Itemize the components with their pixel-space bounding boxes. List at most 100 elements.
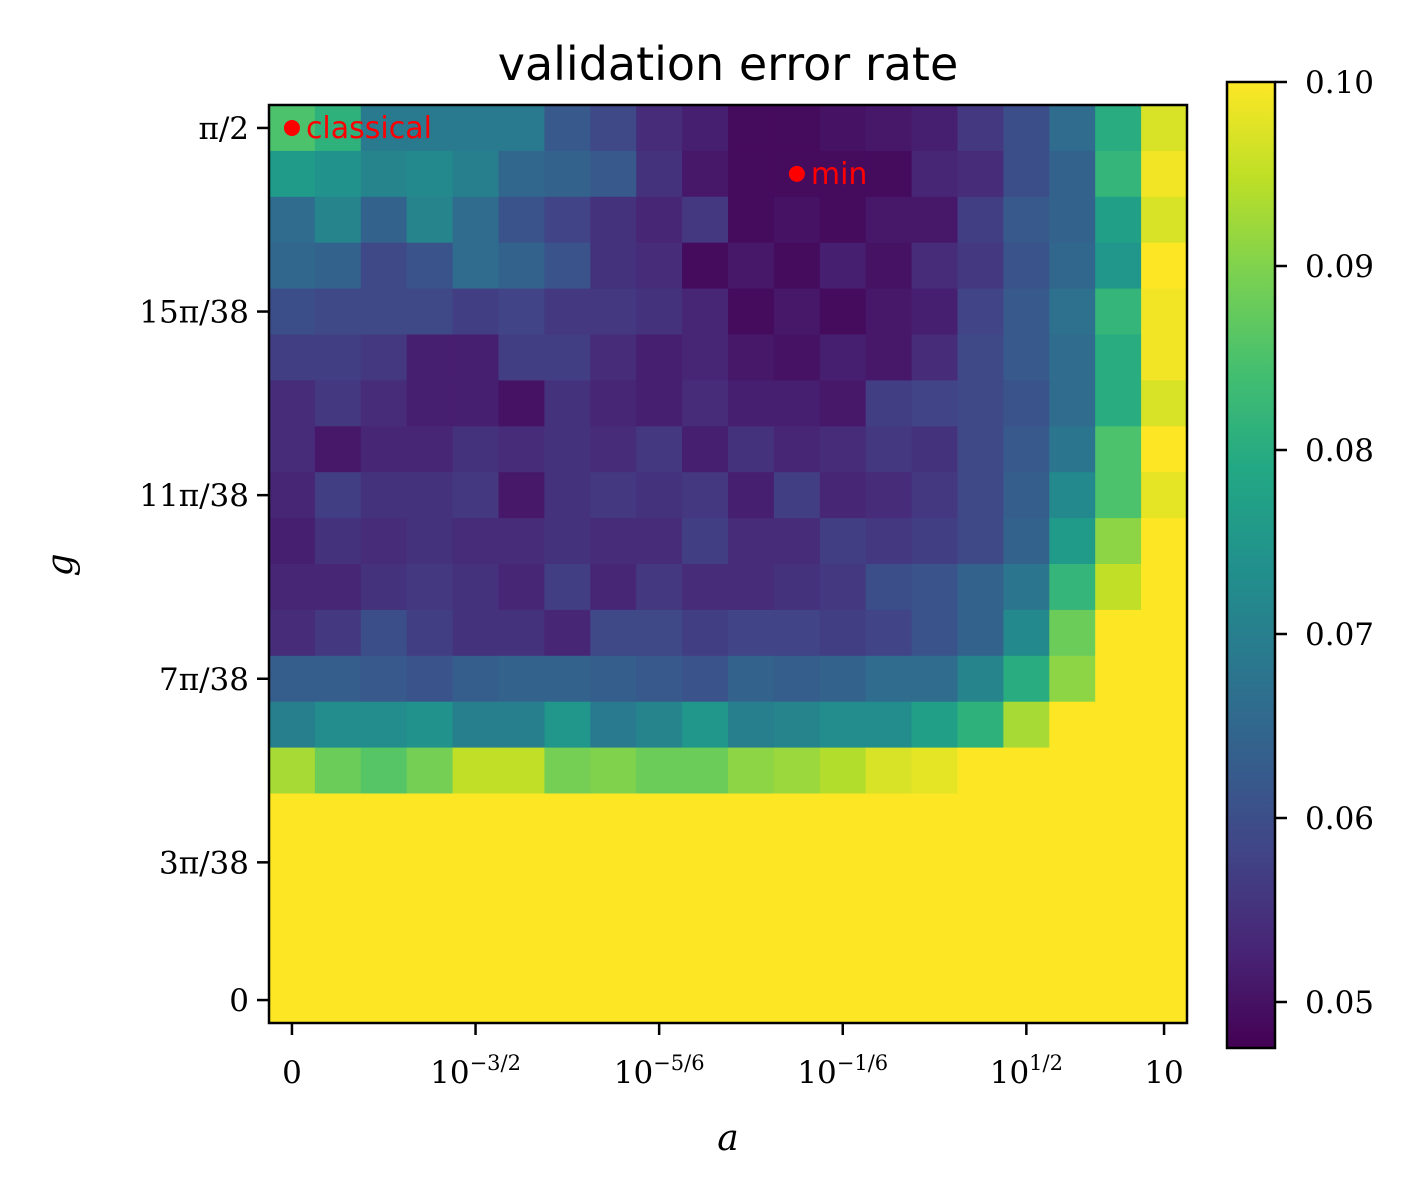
heatmap-cell (498, 564, 545, 611)
heatmap-cell (957, 564, 1004, 611)
heatmap-cell (728, 426, 775, 473)
heatmap-cell (865, 564, 913, 611)
heatmap-cell (728, 150, 775, 198)
heatmap-cell (452, 288, 500, 336)
heatmap-cell (1049, 747, 1096, 795)
heatmap-cell (819, 931, 867, 978)
heatmap-cell (498, 288, 545, 336)
heatmap-cell (590, 931, 637, 978)
heatmap-cell (1141, 426, 1188, 473)
heatmap-cell (269, 518, 316, 565)
heatmap-cell (498, 242, 545, 290)
heatmap-cell (360, 426, 408, 473)
heatmap-cell (911, 931, 959, 978)
heatmap-cell (865, 655, 913, 703)
heatmap-cell (728, 196, 775, 244)
heatmap-cell (636, 655, 683, 703)
heatmap-cell (406, 701, 454, 749)
heatmap-cell (269, 426, 316, 473)
heatmap-cell (406, 380, 454, 427)
heatmap-cell (773, 334, 821, 381)
y-axis-ticks: π/2 15π/38 11π/38 7π/38 3π/38 0 (139, 111, 269, 1019)
heatmap-cell (498, 380, 545, 427)
heatmap-cell (911, 196, 959, 244)
heatmap-cell (590, 242, 637, 290)
heatmap-cell (1095, 105, 1142, 152)
colorbar-ticks: 0.05 0.06 0.07 0.08 0.09 0.10 (1275, 65, 1374, 1021)
heatmap-cell (498, 518, 545, 565)
heatmap-cell (636, 196, 683, 244)
heatmap-cell (406, 747, 454, 795)
chart-title: validation error rate (498, 37, 959, 91)
heatmap-cell (360, 977, 408, 1024)
x-tick-label: 0 (282, 1055, 302, 1091)
heatmap-cell (682, 288, 729, 336)
heatmap-cell (1095, 426, 1142, 473)
heatmap-cell (406, 518, 454, 565)
heatmap-cell (269, 609, 316, 657)
heatmap-cell (819, 334, 867, 381)
heatmap-cell (360, 380, 408, 427)
heatmap-cell (728, 977, 775, 1024)
heatmap-cell (911, 609, 959, 657)
heatmap-cell (636, 931, 683, 978)
heatmap-cell (1141, 701, 1188, 749)
heatmap-cell (406, 472, 454, 519)
heatmap-cell (1141, 334, 1188, 381)
heatmap-cell (544, 150, 591, 198)
heatmap-cell (773, 472, 821, 519)
heatmap-cell (682, 701, 729, 749)
heatmap-cell (452, 564, 500, 611)
heatmap-cell (728, 701, 775, 749)
heatmap-cell (865, 242, 913, 290)
heatmap-cell (957, 150, 1004, 198)
heatmap-cell (1095, 334, 1142, 381)
heatmap-cell (865, 196, 913, 244)
heatmap-cell (314, 609, 362, 657)
heatmap-cell (1141, 931, 1188, 978)
heatmap-cell (682, 655, 729, 703)
heatmap-cell (452, 196, 500, 244)
heatmap-cell (1049, 977, 1096, 1024)
heatmap-cell (957, 655, 1004, 703)
heatmap-cell (682, 472, 729, 519)
heatmap-cell (1049, 426, 1096, 473)
heatmap-cell (1095, 150, 1142, 198)
heatmap-cell (269, 196, 316, 244)
heatmap-cell (1095, 564, 1142, 611)
x-tick-label: 10−3/2 (430, 1051, 521, 1091)
y-tick-label: 3π/38 (159, 845, 249, 881)
heatmap-cell (590, 105, 637, 152)
heatmap-cell (728, 885, 775, 932)
heatmap-cell (911, 839, 959, 886)
heatmap-cell (590, 839, 637, 886)
heatmap-cell (682, 105, 729, 152)
heatmap-cell (636, 609, 683, 657)
heatmap-cell (728, 518, 775, 565)
heatmap-cell (498, 931, 545, 978)
heatmap-cell (682, 609, 729, 657)
colorbar-tick-label: 0.05 (1305, 985, 1374, 1021)
heatmap-cells (269, 105, 1188, 1024)
heatmap-cell (1141, 288, 1188, 336)
heatmap-cell (773, 885, 821, 932)
heatmap-cell (682, 426, 729, 473)
annotations: classical min (283, 111, 867, 192)
heatmap-cell (406, 242, 454, 290)
heatmap-cell (544, 472, 591, 519)
heatmap-cell (911, 426, 959, 473)
heatmap-cell (911, 105, 959, 152)
heatmap-cell (269, 655, 316, 703)
y-axis-label: g (40, 553, 81, 576)
heatmap-cell (773, 518, 821, 565)
heatmap-cell (269, 150, 316, 198)
heatmap-cell (314, 105, 362, 152)
heatmap-cell (773, 380, 821, 427)
heatmap-cell (636, 564, 683, 611)
heatmap-cell (452, 839, 500, 886)
heatmap-cell (911, 701, 959, 749)
heatmap-cell (636, 288, 683, 336)
heatmap-cell (1095, 472, 1142, 519)
colorbar (1225, 80, 1277, 1050)
heatmap-cell (1141, 196, 1188, 244)
